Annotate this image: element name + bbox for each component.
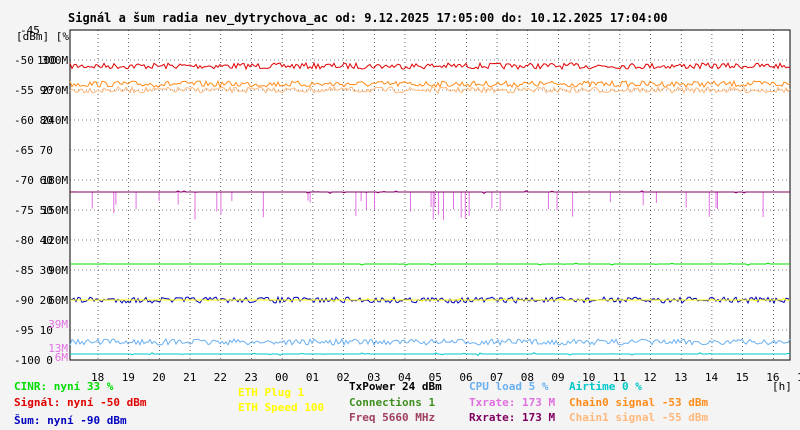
rate-tick-label-alt: 39M [48,318,68,331]
rate-tick-label: 240M [42,114,69,127]
x-tick-label: 17 [797,371,800,384]
rate-tick-label-alt: 6M [55,351,69,364]
series-line-CPU load [69,337,791,347]
dbm-tick-label: -90 [14,294,34,307]
rate-tick-label: 120M [42,234,69,247]
x-tick-label: 21 [183,371,196,384]
x-tick-label: 06 [459,371,472,384]
dbm-tick-label: -100 [14,354,41,367]
dbm-tick-label: -70 [14,174,34,187]
series-line-Connections [70,262,790,266]
dbm-tick-label: -85 [14,264,34,277]
rate-tick-label: 150M [42,204,69,217]
x-tick-label: 13 [674,371,687,384]
pct-tick-label: 20 [40,294,53,307]
dbm-tick-label: -50 [14,54,34,67]
x-tick-label: 11 [613,371,626,384]
series-line-Chain0 signal [69,79,791,89]
x-tick-label: 05 [429,371,442,384]
pct-tick-label: 0 [46,354,53,367]
dbm-tick-label: -45 [20,24,40,37]
legend-chain0: Chain0 signal -53 dBm [569,396,708,409]
pct-tick-label: 40 [40,234,53,247]
pct-tick-label: 30 [40,264,53,277]
grid [70,30,790,360]
series-layer [69,61,791,357]
x-tick-label: 09 [551,371,564,384]
pct-tick-label: 50 [40,204,53,217]
x-tick-label: 18 [91,371,104,384]
dbm-tick-label: -55 [14,84,34,97]
x-tick-label: 15 [736,371,749,384]
rate-tick-label: 60M [48,294,68,307]
x-tick-label: 16 [766,371,779,384]
pct-tick-label: 80 [40,114,53,127]
units-label: [dBm] [%] [16,30,76,43]
x-tick-label: 12 [644,371,657,384]
x-tick-label: 04 [398,371,412,384]
x-tick-label: 07 [490,371,503,384]
series-line-ETH Speed [70,297,790,302]
legend-noise: Šum: nyní -90 dBm [14,414,127,427]
axis-labels: -45-50-55-60-65-70-75-80-85-90-95-100100… [14,24,800,384]
x-unit-label: [h] [772,380,792,393]
rate-tick-label: 90M [48,264,68,277]
x-tick-label: 19 [122,371,135,384]
pct-tick-label: 10 [40,324,53,337]
dbm-tick-label: -60 [14,114,34,127]
dbm-tick-label: -95 [14,324,34,337]
dbm-tick-label: -75 [14,204,34,217]
series-line-Chain1 signal [69,85,791,95]
legend-rxrate: Rxrate: 173 M [469,411,555,424]
x-tick-label: 22 [214,371,227,384]
x-tick-label: 00 [275,371,288,384]
pct-tick-label: 70 [40,144,53,157]
legend-eth-plug: ETH Plug 1 [238,386,305,399]
x-tick-label: 20 [152,371,165,384]
dbm-tick-label: -80 [14,234,34,247]
rate-tick-label: 270M [42,84,69,97]
x-tick-label: 02 [337,371,350,384]
pct-tick-label: 60 [40,174,53,187]
x-tick-label: 01 [306,371,319,384]
series-line-Šum [69,295,791,305]
x-tick-label: 14 [705,371,719,384]
chart-title: Signál a šum radia nev_dytrychova_ac od:… [68,11,668,26]
legend-freq: Freq 5660 MHz [349,411,435,424]
legend-connections: Connections 1 [349,396,435,409]
rate-tick-label-alt: 13M [48,342,68,355]
dbm-tick-label: -65 [14,144,34,157]
x-tick-label: 10 [582,371,595,384]
legend-cinr: CINR: nyní 33 % [14,380,114,393]
legend-signal: Signál: nyní -50 dBm [14,396,147,409]
legend-txrate: Txrate: 173 M [469,396,555,409]
legend: CINR: nyní 33 % Signál: nyní -50 dBm Šum… [14,380,708,427]
x-tick-label: 08 [521,371,534,384]
legend-airtime: Airtime 0 % [569,380,642,393]
pct-tick-label: 90 [40,84,53,97]
x-tick-label: 23 [244,371,257,384]
x-tick-label: 03 [367,371,380,384]
pct-tick-label: 100 [37,54,57,67]
series-line-Airtime [70,352,791,357]
legend-eth-speed: ETH Speed 100 [238,401,324,414]
legend-cpu: CPU load 5 % [469,380,549,393]
series-line-Rxrate [70,190,790,195]
legend-chain1: Chain1 signal -55 dBm [569,411,708,424]
series-line-Signál [69,61,791,71]
rate-tick-label: 300M [42,54,69,67]
rate-tick-label: 180M [42,174,69,187]
legend-txpower: TxPower 24 dBm [349,380,442,393]
